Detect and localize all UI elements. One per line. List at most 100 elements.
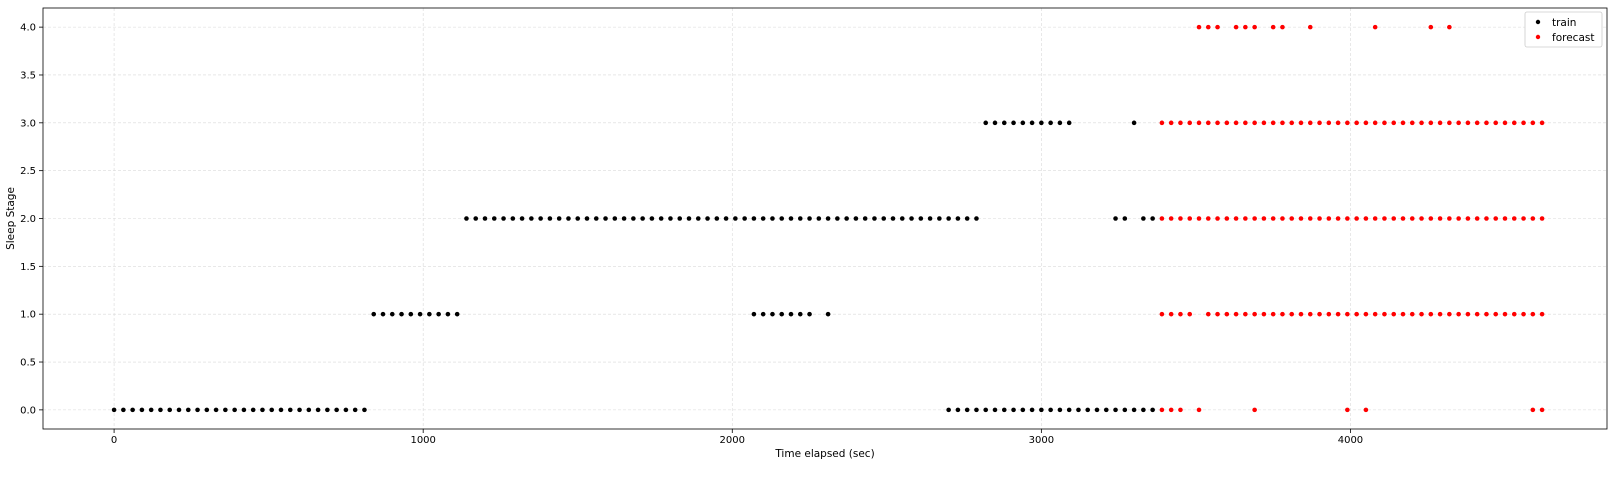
- train-point: [964, 216, 970, 221]
- forecast-point: [1484, 120, 1489, 126]
- forecast-point: [1307, 216, 1313, 221]
- train-point: [751, 311, 757, 317]
- train-point: [612, 216, 618, 221]
- forecast-point: [1205, 120, 1211, 126]
- forecast-point: [1511, 311, 1517, 317]
- forecast-point: [1215, 24, 1220, 30]
- x-tick-label: 3000: [1029, 435, 1054, 446]
- train-point: [1066, 120, 1072, 126]
- forecast-point: [1372, 24, 1378, 30]
- forecast-point: [1243, 120, 1248, 126]
- train-point: [899, 216, 905, 221]
- forecast-point: [1447, 216, 1452, 221]
- y-axis-label: Sleep Stage: [5, 187, 17, 250]
- forecast-point: [1252, 311, 1257, 317]
- forecast-point: [1465, 216, 1471, 221]
- train-point: [584, 216, 590, 221]
- forecast-point: [1168, 407, 1174, 413]
- train-point: [714, 216, 720, 221]
- forecast-point: [1261, 216, 1267, 221]
- forecast-point: [1363, 311, 1369, 317]
- train-point: [1122, 216, 1128, 221]
- forecast-point: [1298, 216, 1304, 221]
- forecast-point: [1215, 311, 1220, 317]
- forecast-point: [1465, 311, 1471, 317]
- forecast-point: [1252, 120, 1257, 126]
- train-point: [770, 311, 775, 317]
- train-point: [1131, 120, 1137, 126]
- train-point: [760, 311, 766, 317]
- train-point: [1029, 120, 1035, 126]
- forecast-point: [1168, 120, 1174, 126]
- train-point: [955, 216, 961, 221]
- forecast-point: [1345, 216, 1350, 221]
- train-point: [389, 311, 395, 317]
- forecast-point: [1178, 407, 1183, 413]
- train-point: [529, 216, 534, 221]
- forecast-point: [1474, 120, 1480, 126]
- forecast-point: [1447, 311, 1452, 317]
- train-point: [501, 216, 506, 221]
- forecast-point: [1502, 311, 1508, 317]
- y-axis-ticks: 0.0 0.5 1.0 1.5 2.0 2.5 3.0 3.5 4.0: [20, 23, 43, 416]
- train-point: [1020, 120, 1026, 126]
- series-train: [111, 120, 1155, 413]
- forecast-point: [1493, 120, 1499, 126]
- forecast-point: [1456, 311, 1461, 317]
- forecast-point: [1159, 216, 1165, 221]
- train-point: [204, 407, 210, 413]
- forecast-point: [1511, 216, 1517, 221]
- train-point: [1103, 407, 1109, 413]
- forecast-point: [1243, 216, 1248, 221]
- train-point: [946, 407, 951, 413]
- train-point: [1001, 407, 1007, 413]
- train-point: [1066, 407, 1072, 413]
- train-point: [853, 216, 859, 221]
- forecast-point: [1270, 311, 1276, 317]
- train-point: [315, 407, 321, 413]
- forecast-point: [1289, 311, 1295, 317]
- forecast-point: [1317, 311, 1322, 317]
- train-point: [482, 216, 488, 221]
- data-points: [111, 24, 1545, 413]
- forecast-point: [1215, 216, 1220, 221]
- forecast-point: [1159, 311, 1165, 317]
- forecast-point: [1447, 120, 1452, 126]
- forecast-point: [1233, 120, 1239, 126]
- forecast-point: [1345, 311, 1350, 317]
- forecast-point: [1493, 311, 1499, 317]
- train-point: [1113, 216, 1118, 221]
- forecast-point: [1372, 311, 1378, 317]
- y-tick-label: 2.5: [20, 166, 36, 177]
- x-axis-ticks: 0 1000 2000 3000 4000: [111, 429, 1363, 446]
- forecast-point: [1530, 311, 1536, 317]
- forecast-point: [1270, 24, 1276, 30]
- train-point: [408, 311, 414, 317]
- train-point: [603, 216, 608, 221]
- forecast-point: [1326, 120, 1332, 126]
- forecast-point: [1326, 311, 1332, 317]
- train-point: [1085, 407, 1091, 413]
- train-point: [983, 407, 989, 413]
- train-point: [491, 216, 497, 221]
- train-point: [621, 216, 627, 221]
- forecast-point: [1307, 120, 1313, 126]
- train-point: [1039, 120, 1044, 126]
- train-point: [1020, 407, 1026, 413]
- forecast-point: [1270, 120, 1276, 126]
- forecast-point: [1335, 311, 1341, 317]
- forecast-point: [1178, 120, 1183, 126]
- forecast-point: [1298, 311, 1304, 317]
- forecast-point: [1539, 407, 1545, 413]
- forecast-point: [1261, 120, 1267, 126]
- train-point: [538, 216, 543, 221]
- train-point: [974, 407, 979, 413]
- forecast-point: [1382, 216, 1387, 221]
- forecast-point: [1409, 216, 1415, 221]
- forecast-point: [1307, 24, 1313, 30]
- forecast-point: [1456, 120, 1461, 126]
- train-point: [306, 407, 312, 413]
- train-point: [185, 407, 191, 413]
- forecast-point: [1335, 120, 1341, 126]
- y-tick-label: 0.0: [20, 405, 36, 416]
